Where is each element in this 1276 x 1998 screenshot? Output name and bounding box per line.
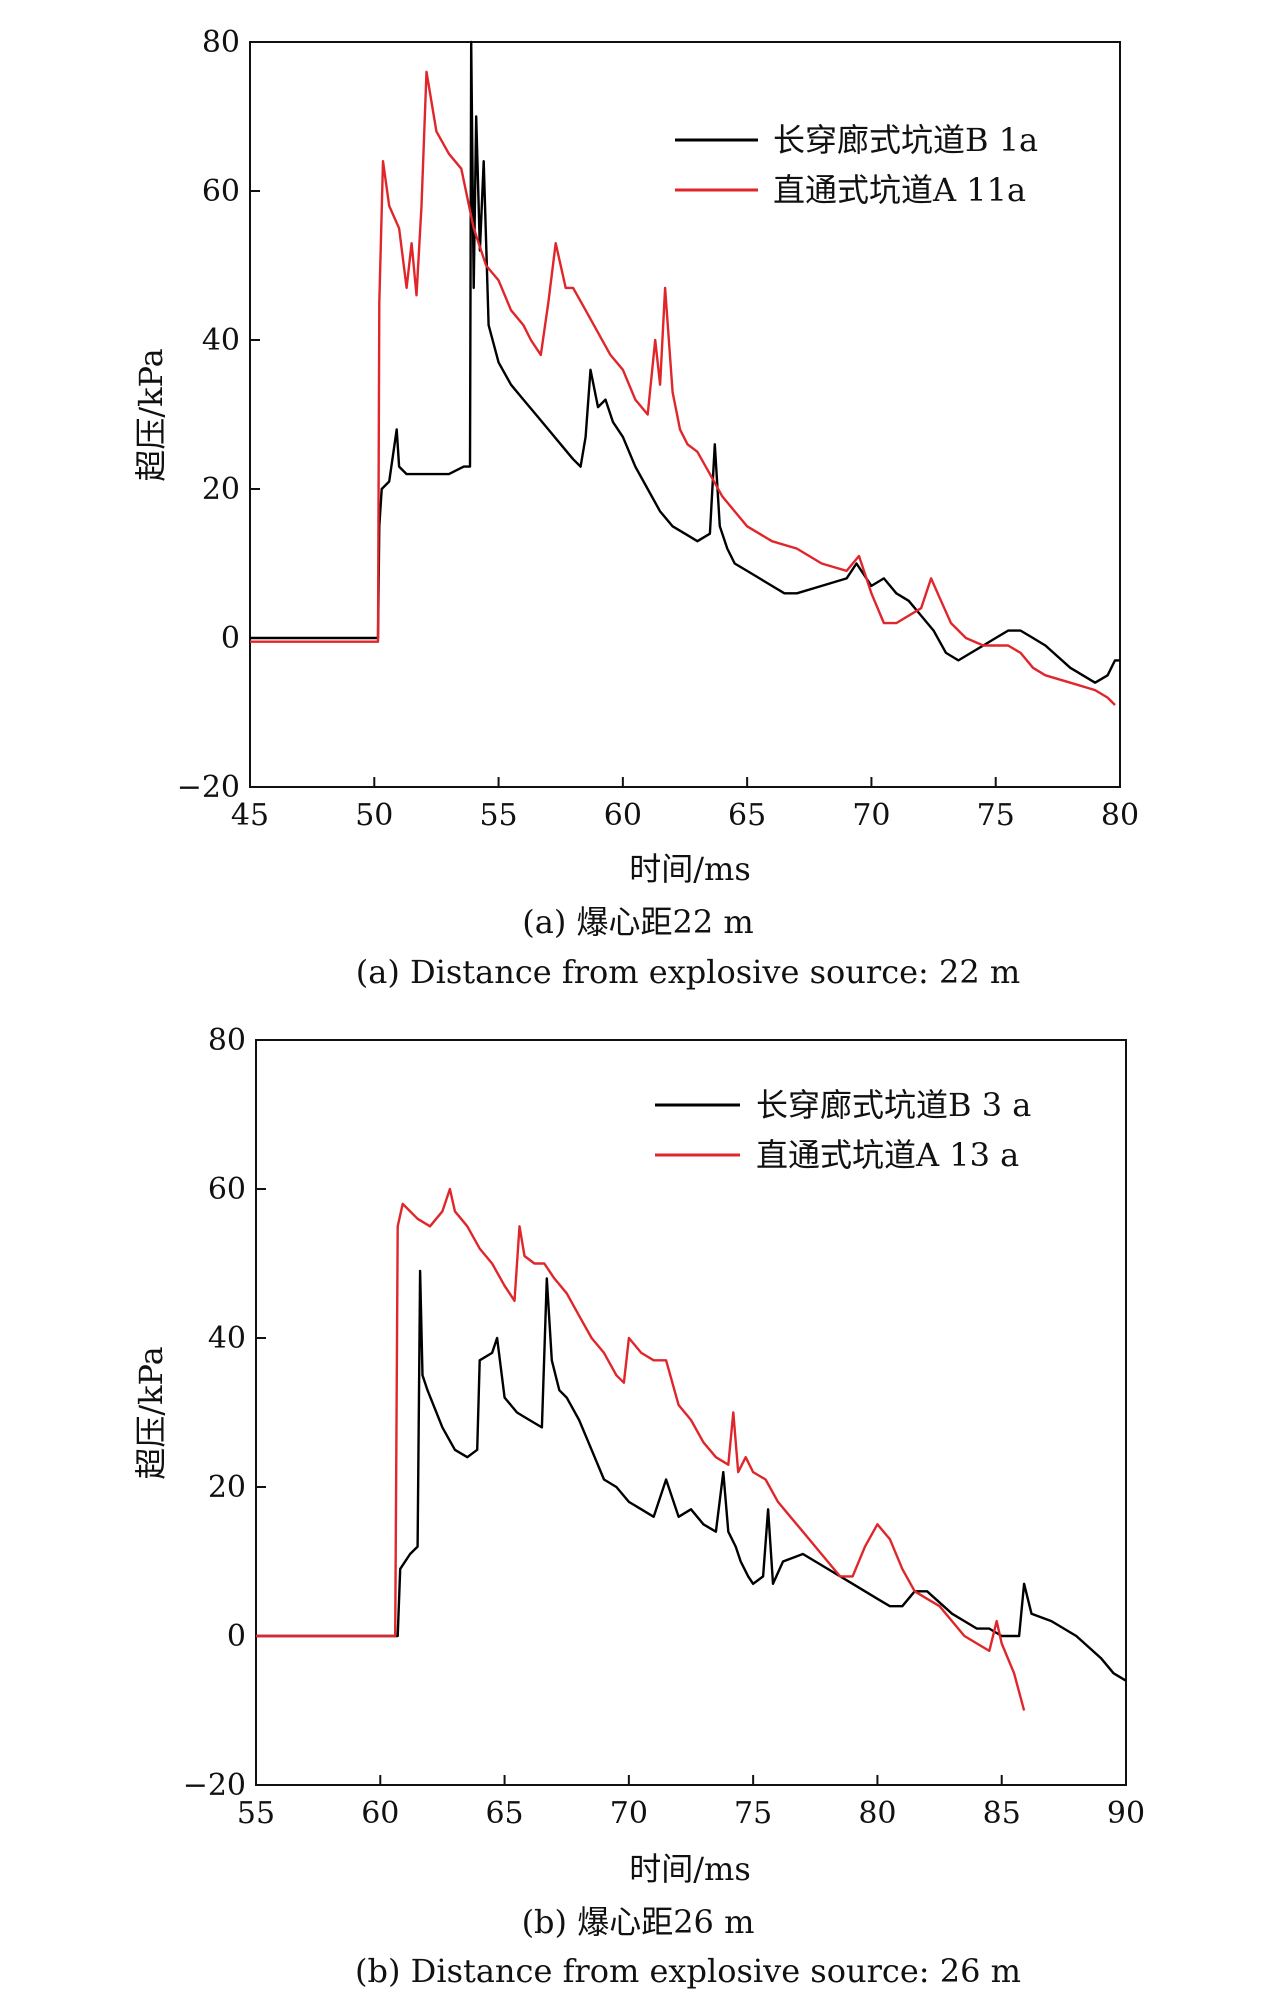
chart-a-y-tick-label-3: 40 (202, 323, 240, 358)
chart-a-x-axis-title: 时间/ms (629, 850, 751, 888)
chart-a-x-tick-label-3: 60 (604, 798, 642, 833)
chart-a-series-line-1 (250, 70, 1116, 706)
chart-b-x-ticks: 55 60 65 70 75 80 85 90 (237, 1775, 1145, 1831)
chart-a-y-tick-label-4: 60 (202, 174, 240, 209)
chart-a-x-tick-label-5: 70 (852, 798, 890, 833)
chart-b-x-tick-label-1: 60 (361, 1796, 399, 1831)
chart-b-caption-en: (b) Distance from explosive source: 26 m (355, 1952, 1021, 1990)
chart-a-y-ticks: −20 0 20 40 60 80 (177, 25, 260, 805)
chart-b-y-tick-label-5: 80 (208, 1023, 246, 1058)
chart-a-y-tick-label-2: 20 (202, 472, 240, 507)
chart-b-x-tick-label-6: 85 (983, 1796, 1021, 1831)
chart-b-y-tick-label-4: 60 (208, 1172, 246, 1207)
chart-b-y-axis-title: 超压/kPa (132, 1346, 170, 1479)
chart-a-x-tick-label-2: 55 (479, 798, 517, 833)
chart-b-y-tick-label-2: 20 (208, 1470, 246, 1505)
chart-a-caption-cn: (a) 爆心距22 m (522, 903, 753, 941)
chart-b-series-line-1 (256, 1187, 1026, 1711)
chart-b-y-tick-label-0: −20 (183, 1768, 246, 1803)
chart-a-series-line-0 (250, 40, 1120, 684)
chart-a-x-tick-label-0: 45 (231, 798, 269, 833)
chart-b-series (256, 1187, 1127, 1711)
chart-a-x-tick-label-6: 75 (977, 798, 1015, 833)
chart-b-plot-frame (255, 1039, 1127, 1786)
chart-a-y-tick-label-1: 0 (221, 621, 240, 656)
chart-a-legend-label-1: 直通式坑道A 11a (773, 171, 1026, 209)
chart-b-legend-label-0: 长穿廊式坑道B 3 a (756, 1086, 1031, 1124)
chart-b-legend-label-1: 直通式坑道A 13 a (756, 1136, 1019, 1174)
chart-b-x-tick-label-4: 75 (734, 1796, 772, 1831)
chart-a-y-axis-title: 超压/kPa (132, 348, 170, 481)
chart-b-x-tick-label-0: 55 (237, 1796, 275, 1831)
chart-b-x-tick-label-5: 80 (858, 1796, 896, 1831)
chart-b-x-tick-label-7: 90 (1107, 1796, 1145, 1831)
chart-a-x-ticks: 45 50 55 60 65 70 75 80 (231, 777, 1139, 833)
chart-b-caption-cn: (b) 爆心距26 m (522, 1903, 755, 1941)
chart-a-series (250, 40, 1120, 706)
chart-a-y-tick-label-5: 80 (202, 25, 240, 60)
chart-b-y-tick-label-3: 40 (208, 1321, 246, 1356)
chart-a-x-tick-label-4: 65 (728, 798, 766, 833)
chart-b-y-tick-label-1: 0 (227, 1619, 246, 1654)
chart-a-x-tick-label-1: 50 (355, 798, 393, 833)
chart-b-legend: 长穿廊式坑道B 3 a 直通式坑道A 13 a (655, 1086, 1031, 1174)
chart-b: 55 60 65 70 75 80 85 90 −20 0 20 40 60 80 长穿廊式坑道B 3 … (132, 1023, 1145, 1990)
chart-b-x-tick-label-2: 65 (485, 1796, 523, 1831)
chart-a-plot-frame (249, 41, 1121, 788)
chart-a-legend-label-0: 长穿廊式坑道B 1a (773, 121, 1038, 159)
chart-b-series-line-0 (256, 1269, 1127, 1682)
chart-a: 45 50 55 60 65 70 75 80 −20 0 20 40 60 80 长穿廊式坑道B 1a… (132, 25, 1139, 991)
chart-a-legend: 长穿廊式坑道B 1a 直通式坑道A 11a (675, 121, 1038, 209)
chart-b-y-ticks: −20 0 20 40 60 80 (183, 1023, 266, 1803)
chart-b-x-axis-title: 时间/ms (629, 1850, 751, 1888)
chart-a-y-tick-label-0: −20 (177, 770, 240, 805)
chart-a-x-tick-label-7: 80 (1101, 798, 1139, 833)
chart-a-caption-en: (a) Distance from explosive source: 22 m (356, 953, 1020, 991)
chart-b-x-tick-label-3: 70 (610, 1796, 648, 1831)
